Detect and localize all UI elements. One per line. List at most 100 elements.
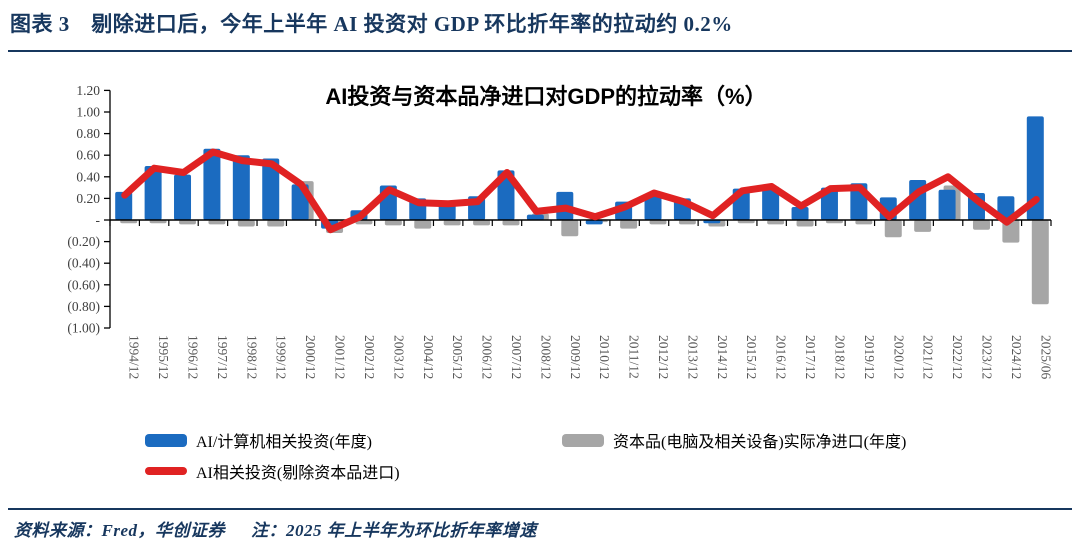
net-import-bar xyxy=(473,220,491,226)
legend-item-net-imports: 资本品(电脑及相关设备)实际净进口(年度) xyxy=(562,428,906,452)
x-tick-label: 2023/12 xyxy=(979,335,994,379)
net-import-bar xyxy=(208,220,226,225)
x-tick-label: 2016/12 xyxy=(774,335,789,379)
footer: 资料来源：Fred，华创证券 注：2025 年上半年为环比折年率增速 xyxy=(14,516,1064,541)
ai-investment-bar xyxy=(791,207,809,220)
x-tick-label: 1994/12 xyxy=(127,335,142,379)
y-tick-label: (1.00) xyxy=(67,321,100,336)
footer-source: 资料来源：Fred，华创证券 xyxy=(14,521,225,540)
net-import-bar xyxy=(825,220,843,224)
ai-investment-bar xyxy=(703,220,721,224)
chart-title: AI投资与资本品净进口对GDP的拉动率（%） xyxy=(325,84,766,109)
y-tick-label: (0.40) xyxy=(67,256,100,271)
footer-note: 注：2025 年上半年为环比折年率增速 xyxy=(251,521,537,540)
legend-label-net-imports: 资本品(电脑及相关设备)实际净进口(年度) xyxy=(613,434,907,451)
legend-item-ai-investment: AI/计算机相关投资(年度) xyxy=(145,428,372,452)
net-import-bar xyxy=(561,220,579,237)
x-tick-label: 1996/12 xyxy=(186,335,201,379)
x-tick-label: 1997/12 xyxy=(215,335,230,379)
figure-header-title: 图表 3 剔除进口后，今年上半年 AI 投资对 GDP 环比折年率的拉动约 0.… xyxy=(10,12,733,36)
ai-investment-bar xyxy=(762,186,780,220)
y-tick-label: 0.20 xyxy=(76,191,100,206)
net-import-bar xyxy=(355,220,373,225)
footer-divider xyxy=(8,508,1072,510)
net-import-bar xyxy=(237,220,255,227)
x-tick-label: 2018/12 xyxy=(832,335,847,379)
x-tick-label: 1995/12 xyxy=(156,335,171,379)
x-tick-label: 2004/12 xyxy=(421,335,436,379)
net-import-bar xyxy=(414,220,432,229)
x-tick-label: 2010/12 xyxy=(597,335,612,379)
y-tick-label: (0.80) xyxy=(67,299,100,314)
ai-investment-bar xyxy=(585,220,603,225)
net-import-bar xyxy=(443,220,461,226)
x-tick-label: 2006/12 xyxy=(480,335,495,379)
x-tick-label: 2003/12 xyxy=(391,335,406,379)
y-tick-label: 0.40 xyxy=(76,169,100,184)
y-tick-label: 1.20 xyxy=(76,83,100,98)
y-tick-label: 0.80 xyxy=(76,126,100,141)
x-tick-label: 2021/12 xyxy=(921,335,936,379)
x-tick-label: 2020/12 xyxy=(891,335,906,379)
x-tick-label: 2005/12 xyxy=(450,335,465,379)
ai-investment-bar xyxy=(203,148,221,220)
net-import-bar xyxy=(120,220,138,224)
ai-investment-bar xyxy=(938,189,956,220)
x-tick-label: 2001/12 xyxy=(333,335,348,379)
net-import-bar xyxy=(267,220,285,227)
net-import-bar xyxy=(649,220,667,225)
legend-swatch-ai-ex-imports xyxy=(145,467,187,475)
legend-swatch-ai-investment xyxy=(145,433,187,447)
ai-ex-import-line xyxy=(121,148,1040,234)
net-import-bar xyxy=(502,220,520,226)
net-import-bar xyxy=(972,220,990,230)
x-tick-label: 2019/12 xyxy=(862,335,877,379)
net-import-bar xyxy=(855,220,873,225)
chart: AI投资与资本品净进口对GDP的拉动率（%） 1.20 1.00 0.80 0.60 0.… xyxy=(67,83,1053,380)
ai-investment-bar xyxy=(232,155,250,220)
x-tick-label: 2024/12 xyxy=(1009,335,1024,379)
legend-label-ai-investment: AI/计算机相关投资(年度) xyxy=(196,434,372,451)
net-import-bar xyxy=(149,220,167,224)
ai-investment-bar xyxy=(644,194,662,220)
x-tick-label: 2025/06 xyxy=(1038,335,1053,380)
x-tick-label: 2000/12 xyxy=(303,335,318,379)
net-import-bar xyxy=(884,220,902,238)
net-import-bar xyxy=(620,220,638,229)
y-tick-label: 1.00 xyxy=(76,105,100,120)
ai-investment-bar xyxy=(262,158,280,220)
net-import-bar xyxy=(179,220,197,225)
y-tick-label: 0.60 xyxy=(76,148,100,163)
x-tick-label: 2014/12 xyxy=(715,335,730,379)
x-tick-label: 2015/12 xyxy=(744,335,759,379)
x-tick-label: 2009/12 xyxy=(568,335,583,379)
legend-item-ai-ex-imports: AI相关投资(剔除资本品进口) xyxy=(145,459,400,483)
header-divider xyxy=(8,50,1072,52)
net-import-bar xyxy=(767,220,785,225)
ai-investment-bar xyxy=(115,191,133,220)
net-import-bar xyxy=(1031,220,1049,305)
y-tick-label: (0.20) xyxy=(67,234,100,249)
y-tick-label: - xyxy=(96,213,101,228)
x-tick-label: 2007/12 xyxy=(509,335,524,379)
ai-investment-bar xyxy=(526,214,544,220)
legend-swatch-net-imports xyxy=(562,433,604,447)
net-import-bar xyxy=(796,220,814,227)
x-tick-label: 2022/12 xyxy=(950,335,965,379)
x-tick-label: 2017/12 xyxy=(803,335,818,379)
x-tick-label: 1998/12 xyxy=(244,335,259,379)
ai-investment-bar xyxy=(144,166,162,220)
ai-investment-bar xyxy=(497,170,515,220)
net-import-bar xyxy=(737,220,755,224)
x-tick-label: 2013/12 xyxy=(685,335,700,379)
net-import-bar xyxy=(678,220,696,225)
ai-investment-bar xyxy=(174,174,192,220)
x-tick-label: 1999/12 xyxy=(274,335,289,379)
x-tick-label: 2008/12 xyxy=(538,335,553,379)
ai-investment-bar xyxy=(1026,116,1044,220)
y-tick-label: (0.60) xyxy=(67,277,100,292)
x-tick-label: 2011/12 xyxy=(627,335,642,379)
x-tick-label: 2002/12 xyxy=(362,335,377,379)
net-import-bar xyxy=(384,220,402,226)
